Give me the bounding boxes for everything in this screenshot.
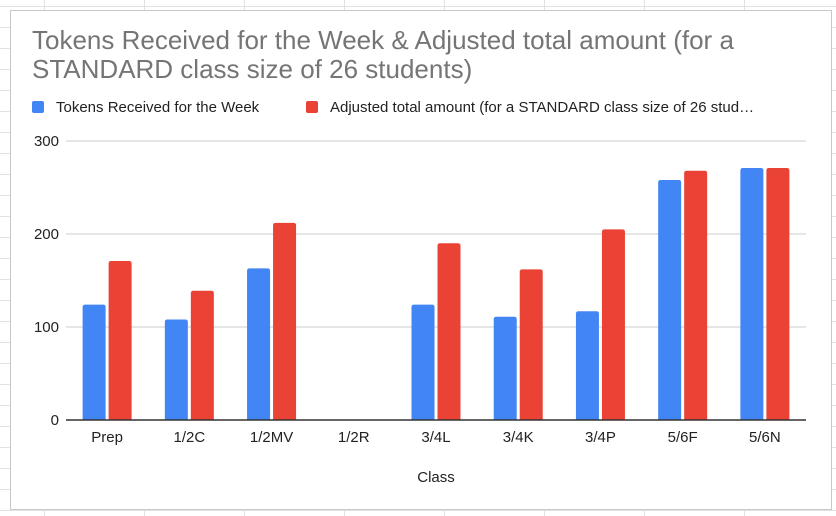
bar-1-5-6F[interactable] (658, 180, 682, 420)
bar-1-3-4K[interactable] (493, 316, 517, 420)
legend-swatch-series-2 (306, 101, 318, 113)
bar-2-1-2MV[interactable] (273, 222, 297, 420)
bar-2-3-4L[interactable] (437, 243, 461, 420)
legend-label-series-2: Adjusted total amount (for a STANDARD cl… (330, 98, 755, 116)
x-tick-label: 3/4L (421, 429, 450, 446)
bar-1-3-4P[interactable] (575, 311, 599, 420)
bar-2-Prep[interactable] (108, 260, 132, 420)
legend-item-series-1[interactable]: Tokens Received for the Week (32, 97, 259, 117)
bar-2-5-6N[interactable] (766, 167, 790, 420)
bar-1-Prep[interactable] (82, 304, 106, 420)
x-axis-title: Class (417, 469, 455, 486)
bar-1-1-2MV[interactable] (247, 268, 271, 420)
chart-title: Tokens Received for the Week & Adjusted … (32, 25, 734, 84)
y-tick-label: 200 (34, 226, 59, 243)
legend-item-series-2[interactable]: Adjusted total amount (for a STANDARD cl… (306, 97, 754, 117)
gridlines (66, 140, 806, 328)
legend-swatch-series-1 (32, 101, 44, 113)
x-tick-label: 5/6N (749, 429, 781, 446)
y-tick-label: 100 (34, 319, 59, 336)
bar-2-3-4P[interactable] (601, 229, 625, 420)
x-tick-label: 1/2R (338, 429, 370, 446)
y-tick-label: 300 (34, 133, 59, 150)
x-tick-label: 1/2MV (250, 429, 293, 446)
x-tick-label: Prep (91, 429, 123, 446)
x-axis-tick-labels: Prep 1/2C 1/2MV 1/2R 3/4L 3/4K 3/4P 5/6F 5/6N (91, 429, 780, 446)
x-tick-label: 3/4P (585, 429, 616, 446)
chart-legend: Tokens Received for the Week Adjusted to… (32, 97, 812, 117)
bars (82, 167, 790, 420)
bar-2-3-4K[interactable] (519, 269, 543, 420)
bar-2-5-6F[interactable] (684, 170, 708, 420)
legend-label-series-1: Tokens Received for the Week (56, 98, 260, 116)
y-axis-tick-labels: 0 100 200 300 (34, 133, 59, 429)
x-tick-label: 3/4K (503, 429, 534, 446)
bar-1-5-6N[interactable] (740, 167, 764, 420)
x-tick-label: 1/2C (173, 429, 205, 446)
x-tick-label: 5/6F (668, 429, 698, 446)
bar-1-3-4L[interactable] (411, 304, 435, 420)
y-tick-label: 0 (51, 412, 59, 429)
bar-1-1-2C[interactable] (164, 319, 188, 420)
bar-2-1-2C[interactable] (190, 290, 214, 420)
